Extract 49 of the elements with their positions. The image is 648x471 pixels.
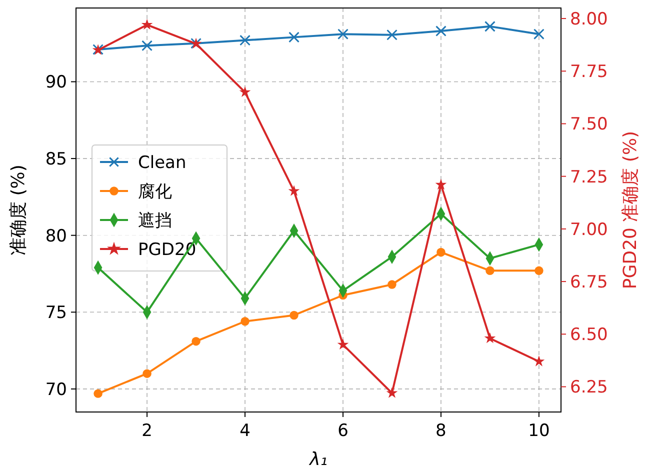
y2-tick-label: 8.00 — [570, 9, 608, 30]
y2-tick-label: 7.25 — [570, 167, 608, 188]
x-tick-label: 2 — [142, 421, 152, 441]
point — [288, 185, 300, 196]
point — [192, 336, 200, 346]
y2-tick-label: 6.75 — [570, 272, 608, 292]
point — [386, 29, 398, 40]
point — [239, 86, 251, 97]
y-tick-label: 75 — [45, 303, 67, 324]
point — [290, 310, 298, 320]
y-tick-label: 90 — [45, 72, 67, 93]
point — [486, 266, 494, 276]
point — [388, 280, 396, 289]
x-tick-label: 4 — [240, 421, 250, 441]
point — [484, 20, 496, 32]
y-tick-label: 85 — [45, 149, 67, 170]
legend-label: Clean — [138, 152, 186, 173]
y-tick-label: 70 — [45, 380, 67, 400]
point — [142, 369, 152, 378]
y2-tick-label: 7.50 — [570, 114, 608, 135]
x-tick-label: 8 — [436, 421, 446, 441]
point — [436, 26, 446, 37]
point — [142, 40, 153, 52]
point — [94, 389, 102, 398]
x-tick-label: 10 — [528, 421, 550, 441]
x-tick-label: 6 — [338, 421, 348, 441]
point — [436, 248, 446, 257]
point — [435, 178, 447, 190]
y2-tick-label: 6.25 — [570, 378, 608, 398]
point — [288, 32, 300, 43]
y2-tick-label: 6.50 — [570, 325, 608, 346]
y2-tick-label: 7.00 — [570, 220, 608, 240]
y2-tick-label: 7.75 — [570, 62, 608, 82]
y-axis-title: 准确度 (%) — [8, 164, 29, 256]
point — [337, 338, 349, 350]
point — [534, 266, 544, 276]
point — [240, 317, 250, 326]
point — [533, 356, 545, 366]
point — [386, 387, 398, 398]
legend-label: 腐化 — [138, 182, 172, 202]
y2-axis-title: PGD20 准确度 (%) — [620, 130, 641, 290]
point — [240, 34, 250, 46]
point — [141, 18, 153, 30]
point — [484, 332, 496, 344]
x-axis-title: λ₁ — [308, 449, 328, 470]
point — [533, 28, 544, 40]
legend-label: 遮挡 — [138, 210, 172, 231]
y-tick-label: 80 — [45, 226, 67, 246]
point — [338, 28, 348, 40]
